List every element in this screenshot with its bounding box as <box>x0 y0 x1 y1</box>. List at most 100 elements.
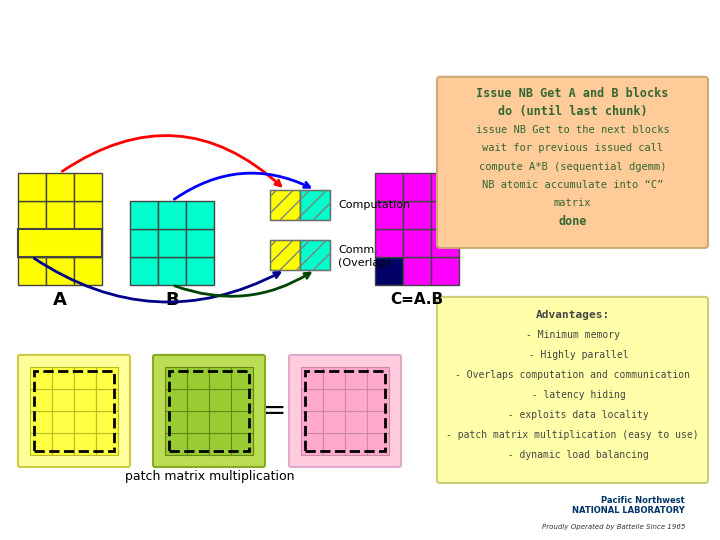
Bar <box>345 411 367 433</box>
Bar <box>165 411 187 433</box>
Text: wait for previous issued call: wait for previous issued call <box>482 143 663 153</box>
Bar <box>74 433 96 455</box>
Text: - Highly parallel: - Highly parallel <box>517 350 629 360</box>
Bar <box>187 389 209 411</box>
Bar <box>375 201 403 229</box>
Bar <box>345 433 367 455</box>
Bar <box>403 229 431 257</box>
Bar <box>34 371 114 451</box>
Bar <box>323 411 345 433</box>
Bar <box>30 367 52 389</box>
Text: Comm.: Comm. <box>338 245 378 255</box>
Bar <box>46 257 74 285</box>
Bar <box>130 201 158 229</box>
Bar <box>18 201 46 229</box>
Bar <box>367 411 389 433</box>
Bar <box>231 367 253 389</box>
Bar <box>367 367 389 389</box>
Bar <box>187 367 209 389</box>
Bar <box>375 229 403 257</box>
Bar <box>18 229 102 257</box>
Bar <box>30 389 52 411</box>
Text: patch matrix multiplication: patch matrix multiplication <box>125 470 294 483</box>
Text: done: done <box>558 215 587 228</box>
Text: - dynamic load balancing: - dynamic load balancing <box>496 450 649 460</box>
Bar <box>18 173 46 201</box>
Bar <box>130 257 158 285</box>
Text: A: A <box>53 291 67 309</box>
Bar <box>18 229 46 257</box>
Bar <box>74 173 102 201</box>
Bar <box>52 411 74 433</box>
Text: Issue NB Get A and B blocks: Issue NB Get A and B blocks <box>477 86 669 100</box>
Bar <box>367 433 389 455</box>
Text: - Minimum memory: - Minimum memory <box>526 330 619 340</box>
Bar <box>46 173 74 201</box>
Text: =: = <box>264 397 287 425</box>
Bar <box>323 389 345 411</box>
Bar <box>231 433 253 455</box>
Text: C=A.B: C=A.B <box>390 292 444 307</box>
FancyBboxPatch shape <box>437 297 708 483</box>
Text: Advantages:: Advantages: <box>536 310 610 320</box>
Bar <box>403 173 431 201</box>
Bar <box>367 389 389 411</box>
Bar <box>323 433 345 455</box>
Bar <box>301 433 323 455</box>
Bar <box>158 229 186 257</box>
Bar <box>96 411 118 433</box>
Bar <box>158 257 186 285</box>
Bar <box>52 367 74 389</box>
Text: SUMMA Matrix Multiplication: SUMMA Matrix Multiplication <box>14 30 425 54</box>
Bar <box>403 257 431 285</box>
Bar <box>30 411 52 433</box>
Bar <box>301 367 323 389</box>
Bar <box>74 389 96 411</box>
Bar <box>431 173 459 201</box>
Bar <box>231 411 253 433</box>
Bar <box>345 389 367 411</box>
Bar <box>301 389 323 411</box>
Bar <box>300 190 330 220</box>
Bar <box>165 389 187 411</box>
Bar <box>165 433 187 455</box>
Bar <box>301 411 323 433</box>
Bar <box>431 257 459 285</box>
Bar <box>52 389 74 411</box>
Bar <box>52 433 74 455</box>
Bar <box>158 201 186 229</box>
Bar <box>130 229 158 257</box>
Bar <box>187 433 209 455</box>
Bar <box>270 190 300 220</box>
Bar <box>169 371 249 451</box>
Bar <box>96 433 118 455</box>
Bar <box>431 229 459 257</box>
Bar <box>209 433 231 455</box>
Bar <box>74 201 102 229</box>
Text: matrix: matrix <box>554 198 591 208</box>
Bar <box>300 190 330 220</box>
Bar <box>74 229 102 257</box>
FancyBboxPatch shape <box>18 355 130 467</box>
Bar <box>186 229 214 257</box>
Text: Proudly Operated by Battelle Since 1965: Proudly Operated by Battelle Since 1965 <box>541 524 685 530</box>
Text: B: B <box>165 291 179 309</box>
Bar <box>18 257 46 285</box>
Text: NB atomic accumulate into “C”: NB atomic accumulate into “C” <box>482 180 663 190</box>
Bar <box>187 411 209 433</box>
Text: (Overlap): (Overlap) <box>338 258 391 268</box>
Bar <box>74 257 102 285</box>
Bar <box>375 257 403 285</box>
Bar <box>270 240 300 270</box>
Text: compute A*B (sequential dgemm): compute A*B (sequential dgemm) <box>479 161 666 172</box>
Bar <box>74 411 96 433</box>
Bar <box>209 411 231 433</box>
Bar <box>74 367 96 389</box>
FancyBboxPatch shape <box>153 355 265 467</box>
Bar <box>270 190 300 220</box>
Bar <box>46 229 74 257</box>
Bar <box>165 367 187 389</box>
Bar <box>270 240 300 270</box>
FancyBboxPatch shape <box>437 77 708 248</box>
Bar <box>96 367 118 389</box>
